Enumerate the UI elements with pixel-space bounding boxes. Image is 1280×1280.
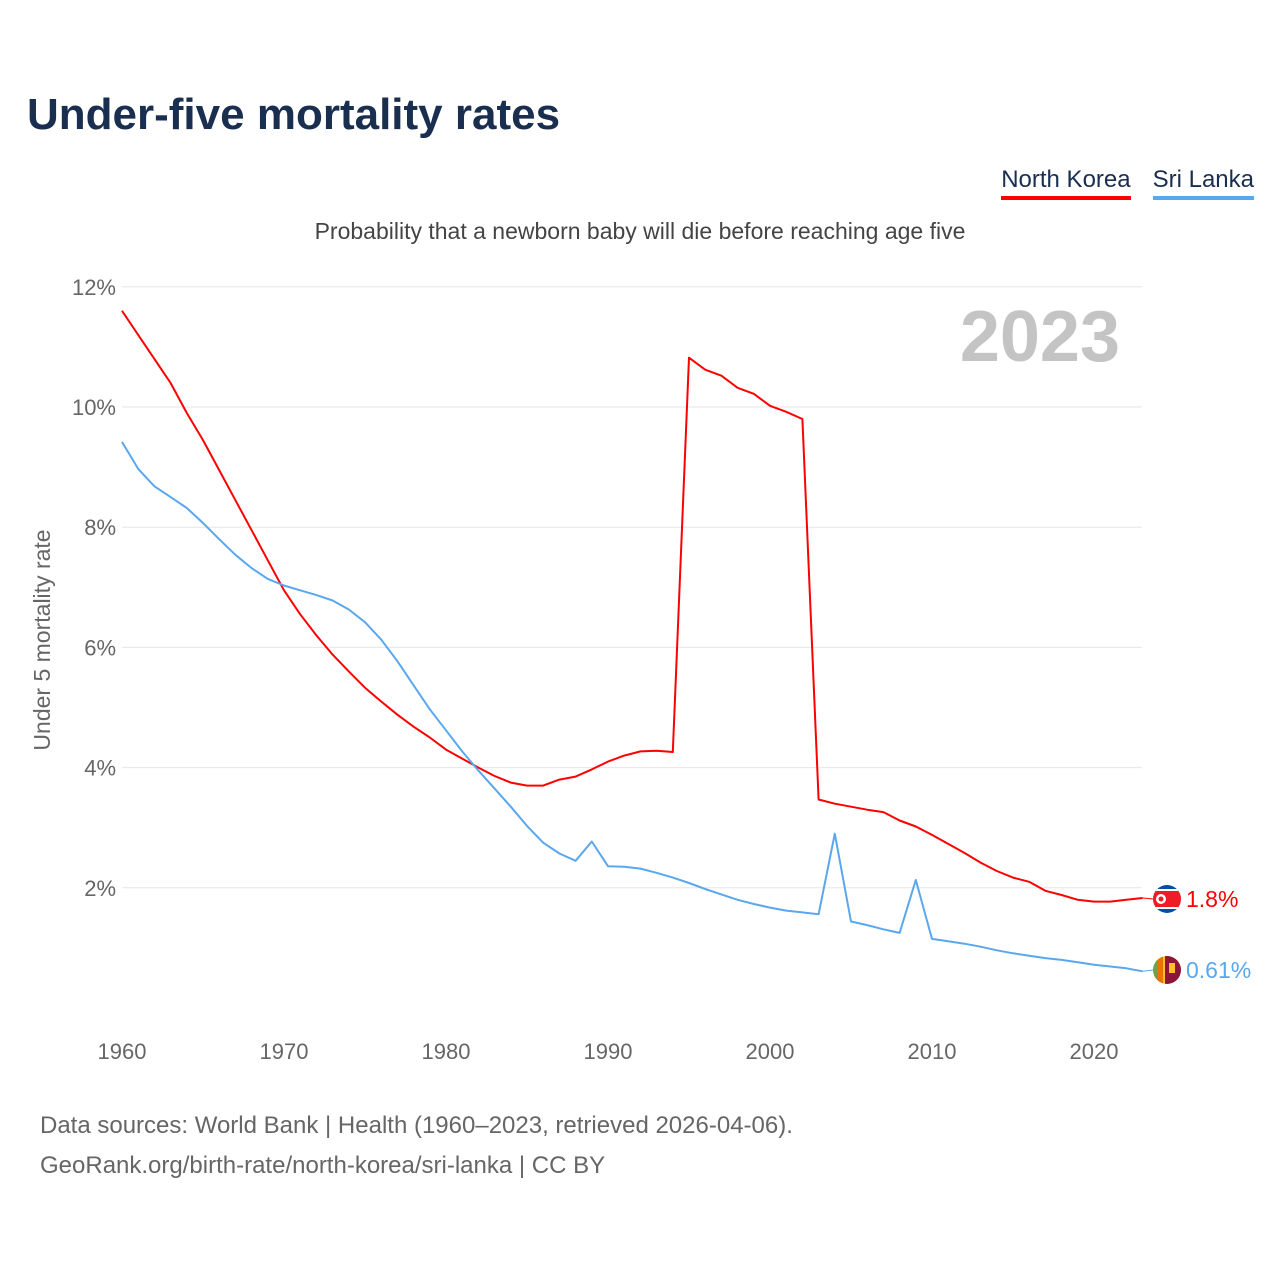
source-line-1: Data sources: World Bank | Health (1960–… <box>40 1112 793 1139</box>
x-tick-label: 1990 <box>584 1039 633 1064</box>
y-tick-label: 12% <box>72 275 116 300</box>
series-line-sri-lanka <box>121 441 1143 973</box>
year-badge: 2023 <box>960 297 1120 377</box>
x-tick-label: 2000 <box>746 1039 795 1064</box>
chart-subtitle: Probability that a newborn baby will die… <box>314 218 966 244</box>
x-tick-label: 1960 <box>98 1039 147 1064</box>
x-tick-label: 1980 <box>422 1039 471 1064</box>
x-tick-label: 1970 <box>260 1039 309 1064</box>
y-tick-label: 8% <box>84 515 116 540</box>
end-value-label: 0.61% <box>1186 957 1251 983</box>
series-line-north-korea <box>121 310 1143 903</box>
legend-sri-lanka[interactable]: Sri Lanka <box>1152 166 1254 200</box>
legend: North Korea Sri Lanka <box>1001 166 1254 200</box>
y-axis-label: Under 5 mortality rate <box>29 529 55 750</box>
y-tick-label: 10% <box>72 395 116 420</box>
chart-title: Under-five mortality rates <box>27 90 561 139</box>
north-korea-flag-icon <box>1153 885 1181 913</box>
x-tick-label: 2010 <box>908 1039 957 1064</box>
end-connector <box>1142 897 1154 900</box>
sri-lanka-flag-icon <box>1153 956 1181 984</box>
legend-north-korea[interactable]: North Korea <box>1001 166 1131 200</box>
end-value-label: 1.8% <box>1186 886 1238 912</box>
source-note: Data sources: World Bank | Health (1960–… <box>40 1106 793 1186</box>
source-line-2[interactable]: GeoRank.org/birth-rate/north-korea/sri-l… <box>40 1152 606 1179</box>
x-tick-label: 2020 <box>1070 1039 1119 1064</box>
end-connector <box>1142 969 1154 972</box>
y-tick-label: 6% <box>84 635 116 660</box>
y-tick-label: 2% <box>84 876 116 901</box>
y-tick-label: 4% <box>84 756 116 781</box>
